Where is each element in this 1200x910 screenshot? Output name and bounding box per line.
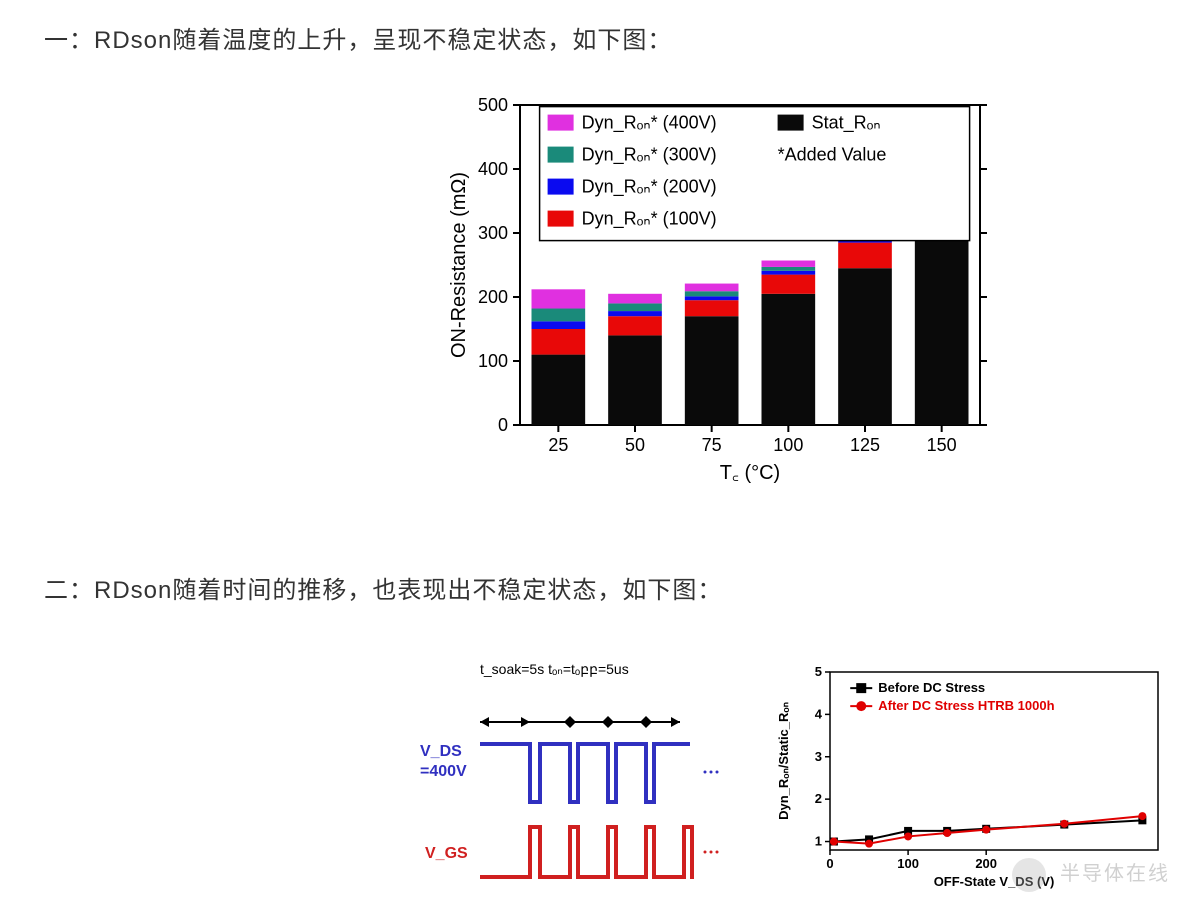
- svg-text:100: 100: [773, 435, 803, 455]
- svg-text:4: 4: [815, 706, 823, 721]
- svg-text:300: 300: [478, 223, 508, 243]
- svg-text:2: 2: [815, 791, 822, 806]
- svg-text:T꜀ (°C): T꜀ (°C): [720, 462, 780, 484]
- heading-1: 一：RDson随着温度的上升，呈现不稳定状态，如下图：: [44, 20, 672, 55]
- svg-text:0: 0: [826, 856, 833, 871]
- svg-text:0: 0: [498, 415, 508, 435]
- svg-text:Dyn_Rₒₙ/Static_Rₒₙ: Dyn_Rₒₙ/Static_Rₒₙ: [776, 702, 791, 820]
- svg-text:V_DS: V_DS: [420, 743, 462, 760]
- svg-text:V_GS: V_GS: [425, 845, 468, 862]
- svg-text:1: 1: [815, 834, 822, 849]
- svg-text:75: 75: [702, 435, 722, 455]
- svg-text:100: 100: [897, 856, 919, 871]
- waveform-diagram: t_soak=5s tₒₙ=tₒբբ=5us V_DS =400V V_GS: [380, 652, 720, 882]
- svg-text:ON-Resistance (mΩ): ON-Resistance (mΩ): [448, 172, 470, 358]
- svg-text:200: 200: [975, 856, 997, 871]
- page: 一：RDson随着温度的上升，呈现不稳定状态，如下图： 010020030040…: [0, 0, 1200, 910]
- bar-chart-on-resistance: 0 100 200 300 400 500 ON-Resistance (mΩ) 25 50 75…: [440, 85, 1000, 495]
- svg-text:*Added Value: *Added Value: [778, 145, 887, 165]
- svg-text:Dyn_Rₒₙ* (400V): Dyn_Rₒₙ* (400V): [582, 113, 717, 134]
- svg-text:t_soak=5s tₒₙ=tₒբբ=5us: t_soak=5s tₒₙ=tₒբբ=5us: [480, 661, 629, 677]
- ratio-chart-dyn-vs-static: 1 2 3 4 5 0 100 200 OFF-State V_DS (V) Dyn_Rₒₙ/St…: [770, 660, 1170, 890]
- svg-text:100: 100: [478, 351, 508, 371]
- heading-2: 二：RDson随着时间的推移，也表现出不稳定状态，如下图：: [44, 570, 722, 605]
- svg-text:Dyn_Rₒₙ* (300V): Dyn_Rₒₙ* (300V): [582, 145, 717, 166]
- svg-text:OFF-State V_DS (V): OFF-State V_DS (V): [934, 874, 1055, 889]
- svg-text:25: 25: [548, 435, 568, 455]
- svg-text:50: 50: [625, 435, 645, 455]
- svg-text:125: 125: [850, 435, 880, 455]
- svg-text:400: 400: [478, 159, 508, 179]
- svg-text:200: 200: [478, 287, 508, 307]
- svg-text:Dyn_Rₒₙ* (200V): Dyn_Rₒₙ* (200V): [582, 177, 717, 198]
- svg-text:150: 150: [927, 435, 957, 455]
- svg-text:Stat_Rₒₙ: Stat_Rₒₙ: [812, 113, 881, 134]
- svg-text:After DC Stress HTRB 1000h: After DC Stress HTRB 1000h: [878, 698, 1054, 713]
- svg-text:5: 5: [815, 664, 822, 679]
- svg-text:=400V: =400V: [420, 763, 467, 780]
- svg-text:Before DC Stress: Before DC Stress: [878, 680, 985, 695]
- svg-text:3: 3: [815, 749, 822, 764]
- svg-text:Dyn_Rₒₙ* (100V): Dyn_Rₒₙ* (100V): [582, 209, 717, 230]
- svg-text:500: 500: [478, 95, 508, 115]
